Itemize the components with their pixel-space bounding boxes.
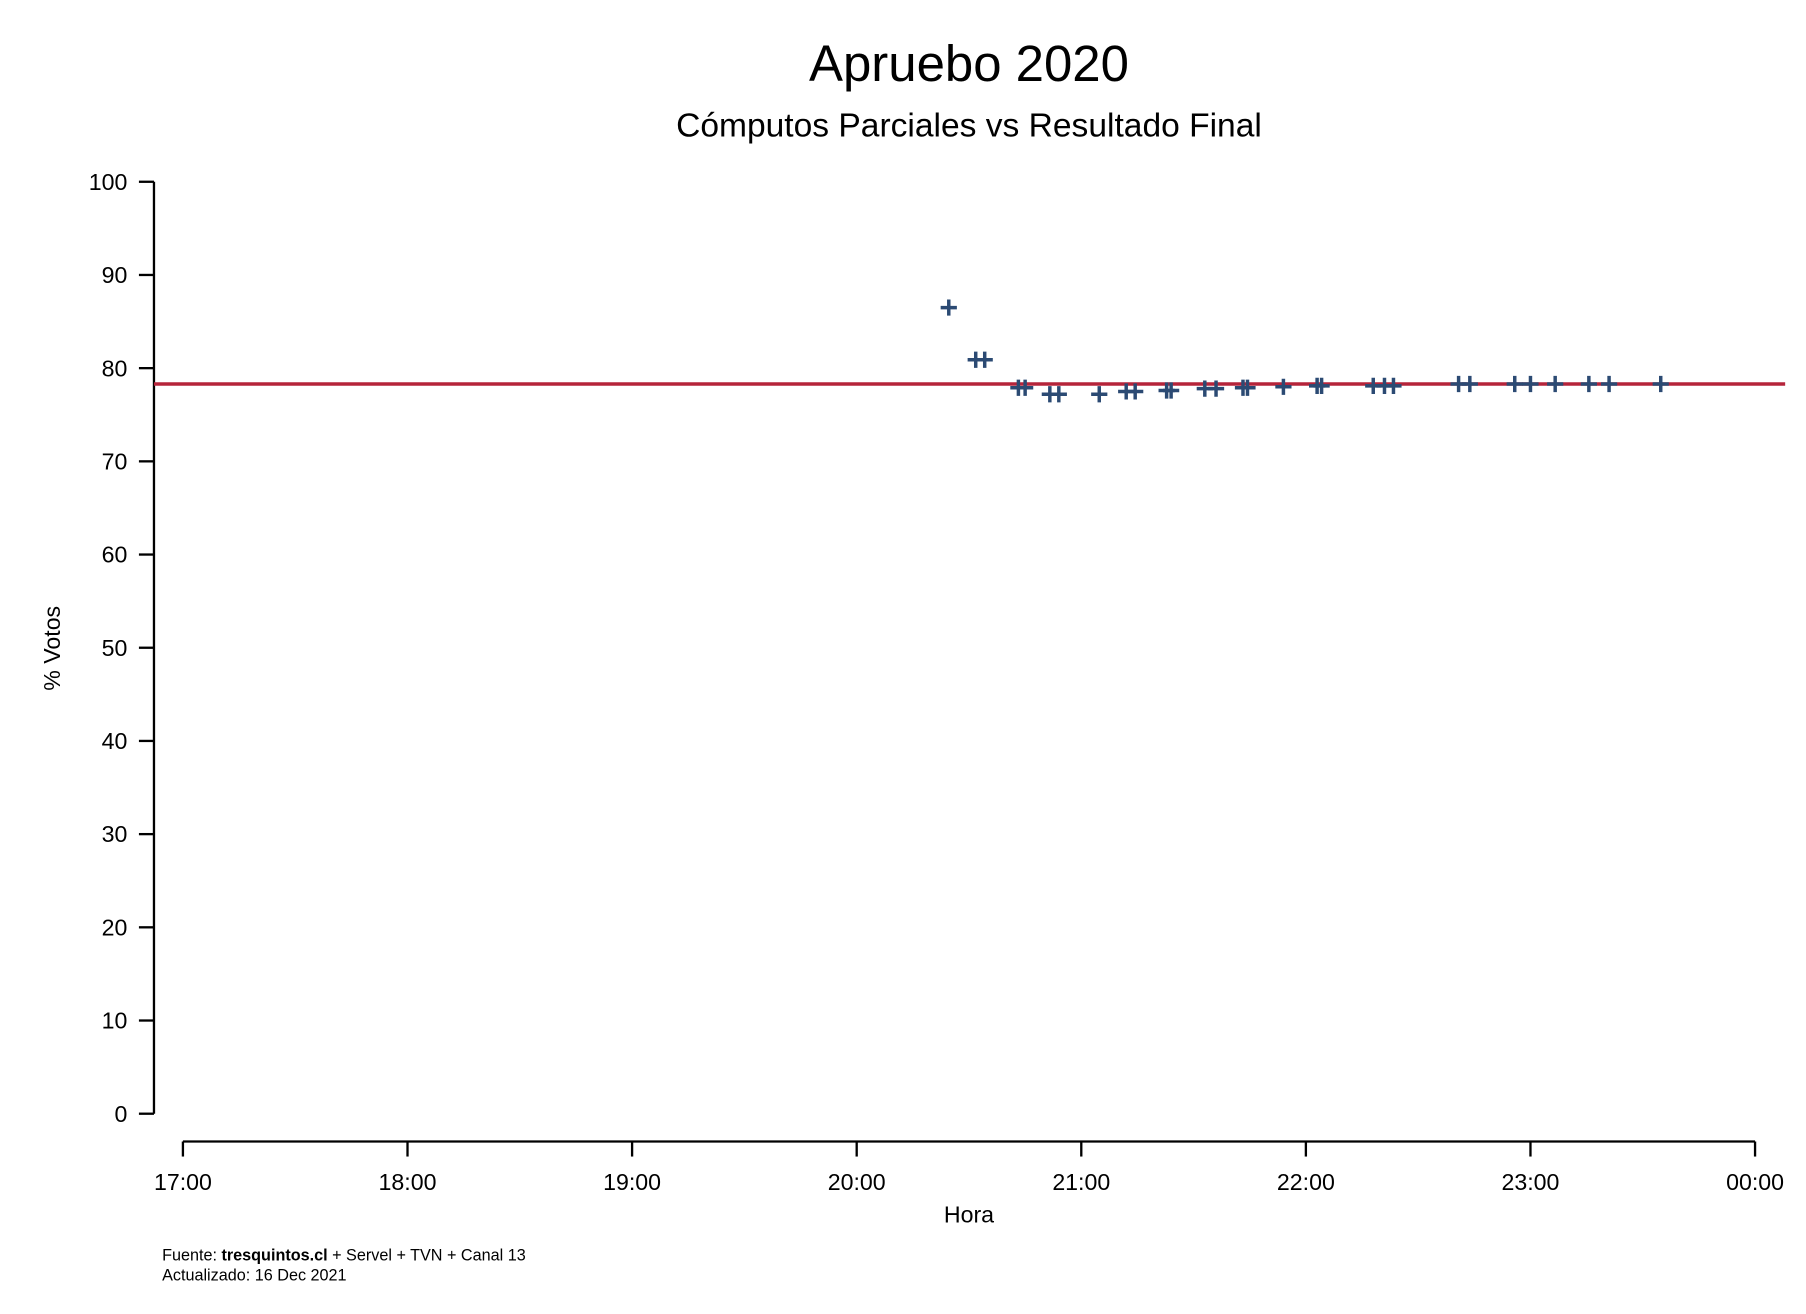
data-point — [1461, 375, 1478, 393]
y-tick-label: 20 — [102, 914, 128, 940]
source-prefix: Fuente: — [162, 1247, 221, 1265]
y-tick-label: 90 — [102, 262, 128, 288]
source-site: tresquintos.cl — [221, 1247, 327, 1265]
data-point — [1652, 375, 1669, 393]
data-point — [1207, 380, 1225, 397]
x-axis-label: Hora — [944, 1202, 994, 1228]
chart-title: Apruebo 2020 — [809, 35, 1129, 92]
data-point — [1163, 382, 1180, 399]
data-point — [1313, 377, 1330, 394]
y-tick-label: 30 — [102, 821, 128, 847]
source-rest: + Servel + TVN + Canal 13 — [328, 1247, 526, 1265]
y-tick-label: 70 — [102, 448, 128, 474]
data-point — [1050, 386, 1067, 403]
y-tick-label: 100 — [89, 169, 128, 195]
x-tick-label: 21:00 — [1052, 1169, 1110, 1195]
y-tick-label: 60 — [102, 542, 128, 568]
data-point — [940, 299, 957, 316]
data-point — [1522, 375, 1539, 393]
x-tick-label: 20:00 — [828, 1169, 886, 1195]
source-note: Fuente: tresquintos.cl + Servel + TVN + … — [162, 1247, 526, 1265]
x-tick-label: 22:00 — [1277, 1169, 1335, 1195]
chart-subtitle: Cómputos Parciales vs Resultado Final — [676, 108, 1262, 145]
x-tick-label: 18:00 — [379, 1169, 437, 1195]
data-point — [1600, 375, 1618, 393]
data-point — [1127, 383, 1144, 400]
data-point — [1547, 375, 1564, 393]
updated-note: Actualizado: 16 Dec 2021 — [162, 1266, 346, 1284]
y-tick-label: 50 — [102, 635, 128, 661]
x-tick-label: 17:00 — [154, 1169, 212, 1195]
data-point — [1385, 377, 1402, 394]
data-point — [1275, 378, 1292, 395]
data-point — [1017, 379, 1034, 396]
y-axis-label: % Votos — [39, 606, 65, 691]
data-point — [976, 351, 993, 368]
data-point — [1239, 379, 1256, 396]
x-tick-label: 23:00 — [1502, 1169, 1560, 1195]
x-tick-label: 19:00 — [603, 1169, 661, 1195]
y-tick-label: 10 — [102, 1008, 128, 1034]
y-tick-label: 80 — [102, 355, 128, 381]
y-tick-label: 40 — [102, 728, 128, 754]
y-tick-label: 0 — [114, 1101, 127, 1127]
data-point — [1580, 375, 1597, 393]
x-tick-label: 00:00 — [1726, 1169, 1784, 1195]
data-point — [1091, 386, 1108, 403]
data-point — [1506, 375, 1523, 393]
